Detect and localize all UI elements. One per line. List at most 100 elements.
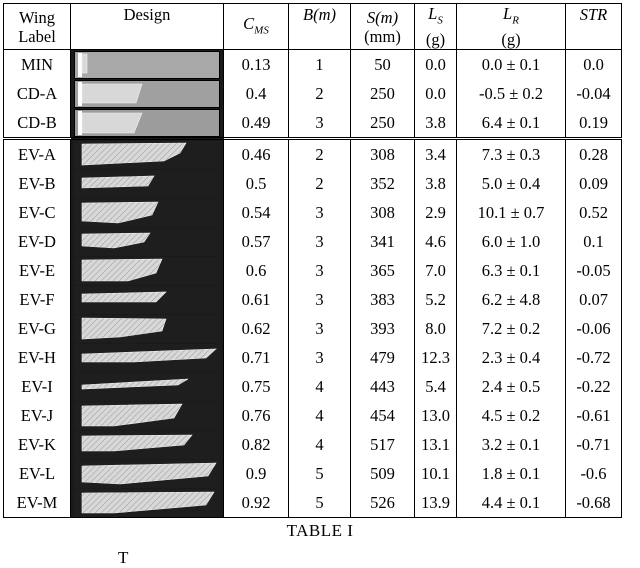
str-cell: -0.68 xyxy=(565,488,622,519)
table-row: EV-H 0.71 3 479 12.3 2.3 ± 0.4 -0.72 xyxy=(3,343,622,373)
wing-design-image xyxy=(74,314,220,343)
header-s-unit: (mm) xyxy=(364,26,401,46)
str-cell: -0.22 xyxy=(565,372,622,402)
caption-continuation: T xyxy=(118,548,129,567)
design-cell xyxy=(70,79,224,109)
cms-cell: 0.4 xyxy=(223,79,289,109)
wing-design-image xyxy=(74,169,220,198)
lr-cell: 6.4 ± 0.1 xyxy=(456,108,566,141)
header-lr-unit: (g) xyxy=(501,30,521,50)
design-cell xyxy=(70,343,224,373)
table-row: MIN 0.13 1 50 0.0 0.0 ± 0.1 0.0 xyxy=(3,49,622,80)
cms-cell: 0.57 xyxy=(223,227,289,257)
s-cell: 479 xyxy=(350,343,415,373)
wing-design-image xyxy=(74,140,220,169)
design-cell xyxy=(70,256,224,286)
wing-design-image xyxy=(74,198,220,227)
design-cell xyxy=(70,198,224,228)
cms-cell: 0.61 xyxy=(223,285,289,315)
lr-cell: 4.4 ± 0.1 xyxy=(456,488,566,519)
lr-cell: 2.3 ± 0.4 xyxy=(456,343,566,373)
ls-cell: 2.9 xyxy=(414,198,457,228)
lr-cell: 4.5 ± 0.2 xyxy=(456,401,566,431)
lr-cell: 5.0 ± 0.4 xyxy=(456,169,566,199)
wing-label-cell: EV-F xyxy=(3,285,71,315)
s-cell: 308 xyxy=(350,198,415,228)
table-row: CD-B 0.49 3 250 3.8 6.4 ± 0.1 0.19 xyxy=(3,108,622,141)
b-cell: 3 xyxy=(288,314,351,344)
ls-cell: 7.0 xyxy=(414,256,457,286)
str-cell: 0.19 xyxy=(565,108,622,141)
cms-cell: 0.5 xyxy=(223,169,289,199)
s-cell: 383 xyxy=(350,285,415,315)
design-cell xyxy=(70,108,224,141)
table-row: EV-B 0.5 2 352 3.8 5.0 ± 0.4 0.09 xyxy=(3,169,622,199)
str-cell: -0.05 xyxy=(565,256,622,286)
header-wing-text: Wing xyxy=(19,7,55,27)
str-cell: 0.1 xyxy=(565,227,622,257)
design-cell xyxy=(70,430,224,460)
s-cell: 454 xyxy=(350,401,415,431)
lr-cell: 3.2 ± 0.1 xyxy=(456,430,566,460)
b-cell: 1 xyxy=(288,49,351,80)
wing-label-cell: CD-B xyxy=(3,108,71,141)
ls-cell: 5.2 xyxy=(414,285,457,315)
wing-label-cell: EV-J xyxy=(3,401,71,431)
str-cell: 0.0 xyxy=(565,49,622,80)
lr-cell: 7.2 ± 0.2 xyxy=(456,314,566,344)
s-cell: 250 xyxy=(350,79,415,109)
table-row: EV-I 0.75 4 443 5.4 2.4 ± 0.5 -0.22 xyxy=(3,372,622,402)
wing-design-image xyxy=(74,50,220,79)
cms-cell: 0.54 xyxy=(223,198,289,228)
design-cell xyxy=(70,314,224,344)
cms-cell: 0.76 xyxy=(223,401,289,431)
table-caption: TABLE I xyxy=(286,521,354,540)
ls-cell: 3.4 xyxy=(414,138,457,170)
wing-label-cell: EV-K xyxy=(3,430,71,460)
cms-cell: 0.75 xyxy=(223,372,289,402)
str-cell: -0.72 xyxy=(565,343,622,373)
str-cell: 0.07 xyxy=(565,285,622,315)
table-row: EV-D 0.57 3 341 4.6 6.0 ± 1.0 0.1 xyxy=(3,227,622,257)
cms-cell: 0.6 xyxy=(223,256,289,286)
header-design: Design xyxy=(70,2,224,51)
header-cms-subscript: MS xyxy=(254,23,269,36)
table-row: EV-F 0.61 3 383 5.2 6.2 ± 4.8 0.07 xyxy=(3,285,622,315)
wing-design-image xyxy=(74,372,220,401)
ls-cell: 0.0 xyxy=(414,79,457,109)
wing-design-image xyxy=(74,285,220,314)
s-cell: 365 xyxy=(350,256,415,286)
design-cell xyxy=(70,285,224,315)
cms-cell: 0.9 xyxy=(223,459,289,489)
ls-cell: 13.0 xyxy=(414,401,457,431)
str-cell: -0.71 xyxy=(565,430,622,460)
table-row: EV-G 0.62 3 393 8.0 7.2 ± 0.2 -0.06 xyxy=(3,314,622,344)
str-cell: -0.06 xyxy=(565,314,622,344)
wing-label-cell: EV-E xyxy=(3,256,71,286)
s-cell: 517 xyxy=(350,430,415,460)
table-row: EV-L 0.9 5 509 10.1 1.8 ± 0.1 -0.6 xyxy=(3,459,622,489)
wing-label-cell: EV-A xyxy=(3,138,71,170)
lr-cell: 0.0 ± 0.1 xyxy=(456,49,566,80)
wing-label-cell: CD-A xyxy=(3,79,71,109)
header-s-text: S(m) xyxy=(366,7,399,27)
b-cell: 3 xyxy=(288,198,351,228)
b-cell: 5 xyxy=(288,488,351,519)
str-cell: -0.6 xyxy=(565,459,622,489)
wing-results-table: Wing Label Design CMS B(m) S(m) (mm) LS … xyxy=(3,2,622,519)
ls-cell: 13.9 xyxy=(414,488,457,519)
ls-cell: 10.1 xyxy=(414,459,457,489)
header-lr: LR (g) xyxy=(456,2,566,51)
s-cell: 341 xyxy=(350,227,415,257)
cms-cell: 0.46 xyxy=(223,138,289,170)
lr-cell: 1.8 ± 0.1 xyxy=(456,459,566,489)
lr-cell: 10.1 ± 0.7 xyxy=(456,198,566,228)
design-cell xyxy=(70,372,224,402)
b-cell: 2 xyxy=(288,169,351,199)
wing-design-image xyxy=(74,343,220,372)
wing-label-cell: EV-G xyxy=(3,314,71,344)
design-cell xyxy=(70,138,224,170)
wing-design-image xyxy=(74,430,220,459)
design-cell xyxy=(70,401,224,431)
b-cell: 5 xyxy=(288,459,351,489)
